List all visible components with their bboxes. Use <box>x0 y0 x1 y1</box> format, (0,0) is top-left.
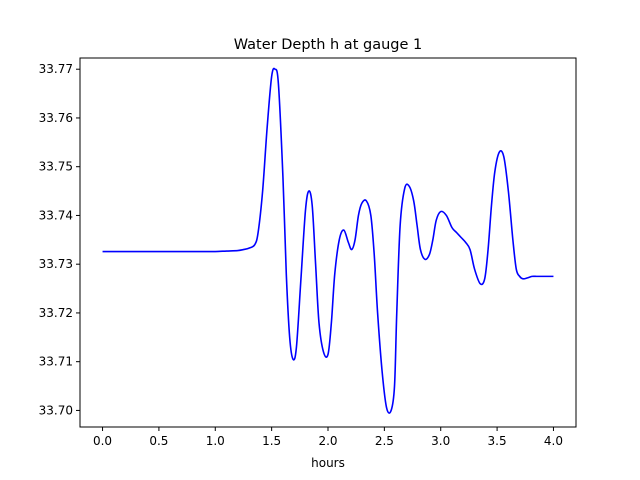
x-axis-label: hours <box>311 456 345 470</box>
series-line <box>102 67 554 414</box>
y-axis-ticks: 33.70 33.71 33.72 33.73 33.74 33.75 33.76 33.77 <box>39 62 80 417</box>
y-tick-label: 33.70 <box>39 403 73 417</box>
x-tick-label: 0.5 <box>149 434 168 448</box>
x-tick-label: 0.0 <box>93 434 112 448</box>
y-tick-label: 33.75 <box>39 160 73 174</box>
x-tick-label: 4.0 <box>544 434 563 448</box>
y-tick-label: 33.71 <box>39 355 73 369</box>
x-tick-label: 3.0 <box>431 434 450 448</box>
plot-frame <box>79 57 577 428</box>
x-tick-label: 1.0 <box>206 434 225 448</box>
x-tick-label: 3.5 <box>488 434 507 448</box>
x-axis-ticks: 0.0 0.5 1.0 1.5 2.0 2.5 3.0 3.5 4.0 <box>93 427 563 448</box>
y-tick-label: 33.76 <box>39 111 73 125</box>
y-tick-label: 33.73 <box>39 257 73 271</box>
y-tick-label: 33.74 <box>39 208 73 222</box>
x-tick-label: 2.0 <box>318 434 337 448</box>
x-tick-label: 2.5 <box>375 434 394 448</box>
series-layer <box>102 67 554 414</box>
x-tick-label: 1.5 <box>262 434 281 448</box>
y-tick-label: 33.77 <box>39 62 73 76</box>
chart-title: Water Depth h at gauge 1 <box>234 37 422 53</box>
y-tick-label: 33.72 <box>39 306 73 320</box>
